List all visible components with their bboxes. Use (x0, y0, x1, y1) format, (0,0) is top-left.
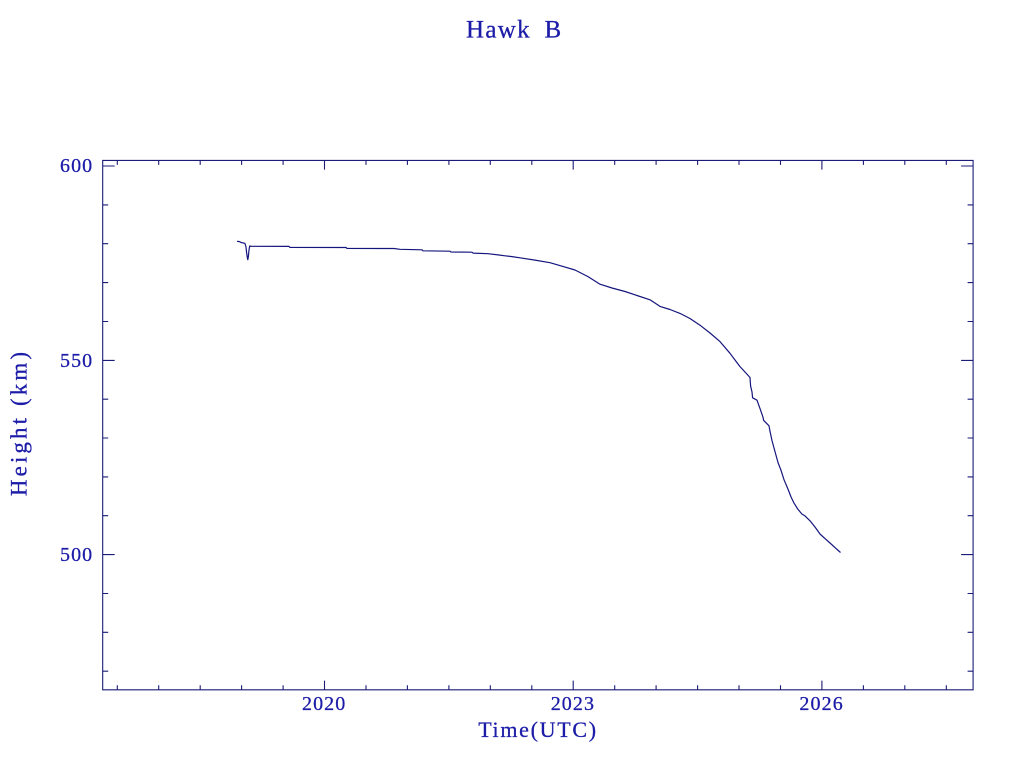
svg-text:Height (km): Height (km) (7, 349, 32, 496)
svg-text:2023: 2023 (551, 693, 595, 715)
svg-text:2020: 2020 (302, 693, 346, 715)
svg-text:500: 500 (60, 544, 93, 566)
svg-text:600: 600 (60, 155, 93, 177)
svg-text:2026: 2026 (799, 693, 843, 715)
svg-text:550: 550 (60, 350, 93, 372)
svg-text:Hawk: Hawk (466, 17, 531, 44)
svg-text:Time(UTC): Time(UTC) (478, 717, 598, 742)
svg-text:B: B (545, 17, 562, 44)
